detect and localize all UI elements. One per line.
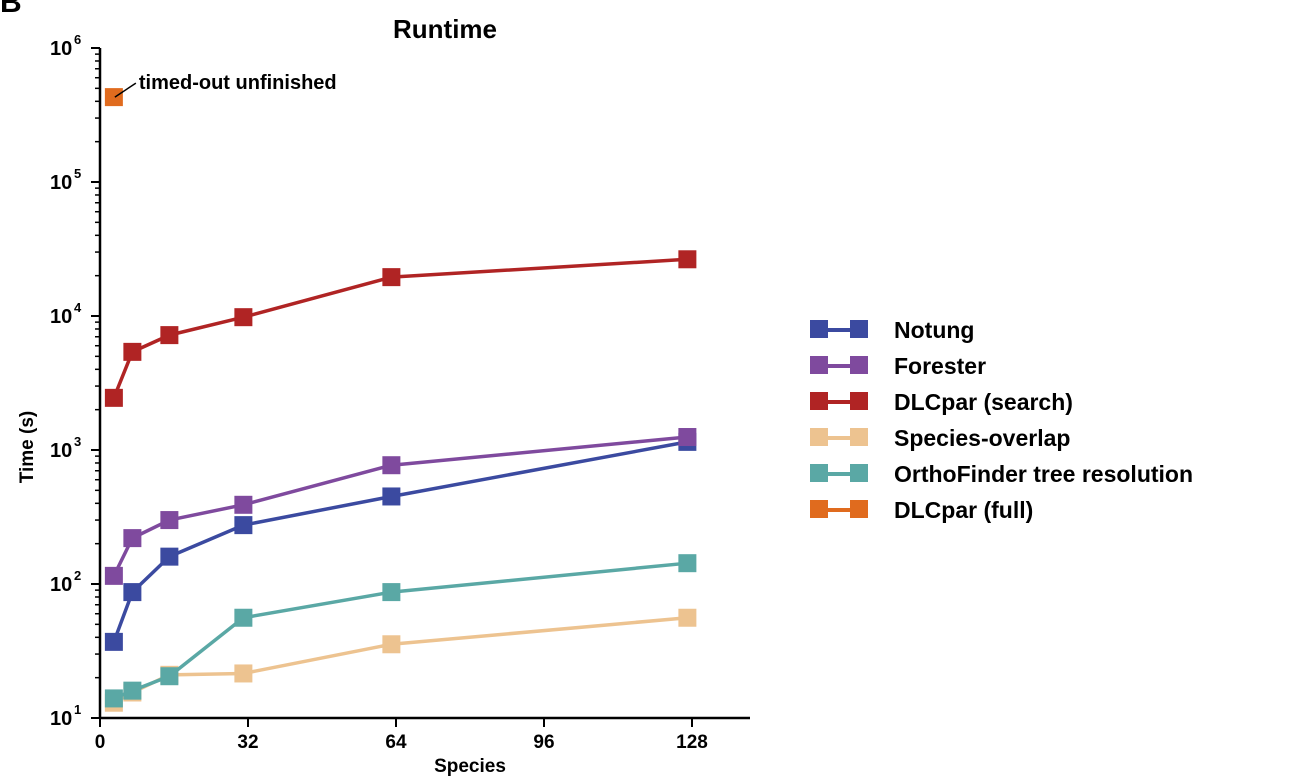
legend-label: Notung (894, 316, 975, 343)
chart-title: Runtime (393, 14, 497, 44)
data-point (382, 583, 401, 602)
y-tick-label: 10 (50, 172, 72, 194)
x-tick-label: 128 (676, 732, 708, 753)
x-tick-label: 0 (95, 732, 106, 753)
legend-swatch (810, 500, 868, 520)
legend-swatch (810, 356, 868, 376)
x-axis-label: Species (434, 756, 506, 777)
legend-label: OrthoFinder tree resolution (894, 460, 1194, 487)
y-tick-label: 10 (50, 306, 72, 328)
data-point (382, 487, 401, 506)
series-dlcpar-full (104, 88, 123, 107)
series-line (112, 257, 688, 399)
annotation-layer: timed-out unfinished (114, 72, 337, 98)
data-point (123, 681, 142, 700)
data-point (160, 511, 179, 530)
y-tick-exponent: 6 (74, 32, 81, 47)
x-tick-label: 96 (533, 732, 554, 753)
y-tick-exponent: 4 (74, 300, 82, 315)
legend: Notung Forester DLCpar (search) Species-ove… (810, 312, 1193, 528)
data-point (160, 326, 179, 345)
series-species-overlap (104, 608, 697, 712)
y-tick-exponent: 5 (74, 166, 81, 181)
data-point (678, 428, 697, 447)
data-point (678, 608, 697, 627)
series-layer (104, 88, 697, 712)
legend-swatch (810, 320, 868, 340)
data-point (678, 554, 697, 573)
data-point (104, 88, 123, 107)
data-point (234, 608, 253, 627)
legend-item: Forester (810, 348, 1193, 384)
data-point (382, 635, 401, 654)
data-point (123, 529, 142, 548)
legend-label: DLCpar (full) (894, 496, 1034, 523)
panel-letter: B (0, 0, 22, 19)
data-point (160, 547, 179, 566)
series-forester (104, 428, 697, 585)
data-point (104, 689, 123, 708)
legend-item: OrthoFinder tree resolution (810, 456, 1193, 492)
legend-swatch (810, 428, 868, 448)
data-point (160, 667, 179, 686)
x-tick-label: 32 (237, 732, 258, 753)
legend-swatch (810, 464, 868, 484)
legend-label: DLCpar (search) (894, 388, 1073, 415)
legend-item: DLCpar (full) (810, 492, 1193, 528)
x-tick-label: 64 (385, 732, 407, 753)
data-point (123, 342, 142, 361)
legend-label: Species-overlap (894, 424, 1071, 451)
data-point (123, 583, 142, 602)
series-line (113, 615, 688, 705)
annotation-text: timed-out unfinished (139, 72, 337, 94)
data-point (104, 388, 123, 407)
data-point (234, 516, 253, 535)
legend-swatch (810, 392, 868, 412)
series-line (112, 440, 688, 643)
data-point (678, 250, 697, 269)
y-tick-label: 10 (50, 440, 72, 462)
y-tick-label: 10 (50, 708, 72, 730)
y-tick-label: 10 (50, 574, 72, 596)
data-point (382, 456, 401, 475)
data-point (234, 308, 253, 327)
data-point (104, 632, 123, 651)
series-dlcpar-search (104, 250, 697, 407)
y-tick-exponent: 2 (74, 568, 81, 583)
series-line (113, 561, 688, 701)
data-point (104, 566, 123, 585)
y-tick-exponent: 3 (74, 434, 81, 449)
legend-item: Species-overlap (810, 420, 1193, 456)
legend-label: Forester (894, 352, 987, 379)
y-tick-label: 10 (50, 38, 72, 60)
series-orthofinder-tree-resolution (104, 554, 697, 708)
y-tick-exponent: 1 (74, 702, 81, 717)
data-point (234, 495, 253, 514)
data-point (382, 268, 401, 287)
legend-item: DLCpar (search) (810, 384, 1193, 420)
annotation-leader (114, 82, 137, 98)
legend-item: Notung (810, 312, 1193, 348)
data-point (234, 664, 253, 683)
